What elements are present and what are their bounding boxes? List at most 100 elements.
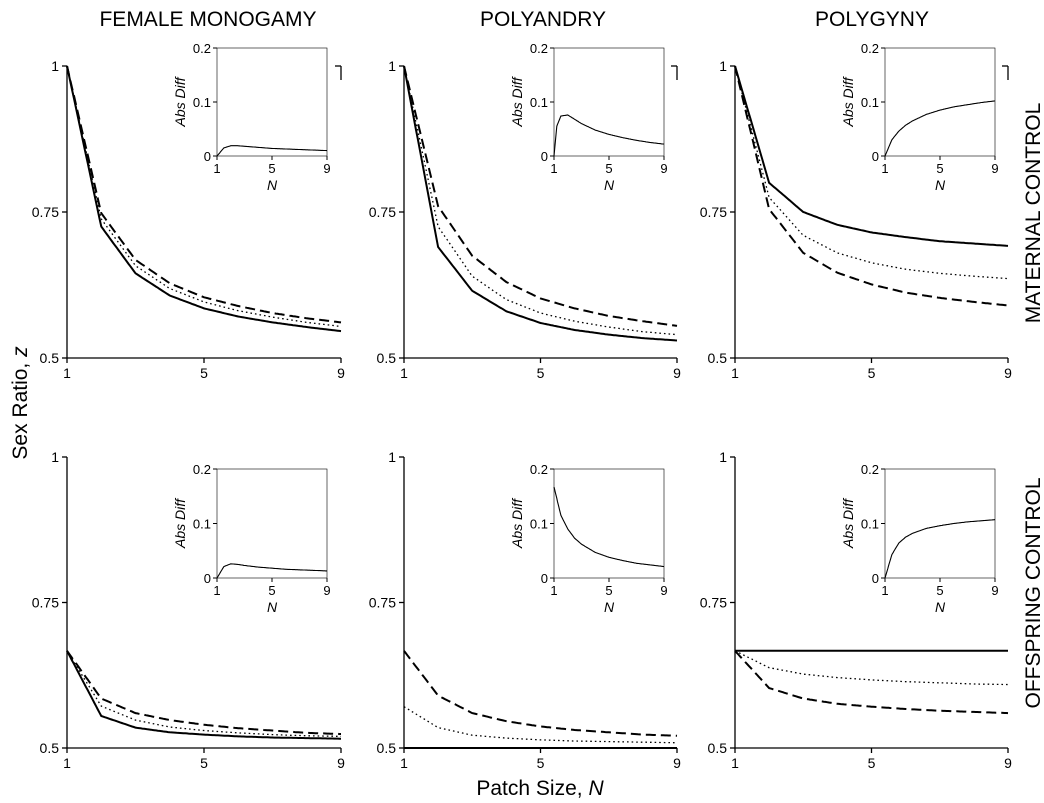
inset-y-tick-label: 0 <box>204 571 211 586</box>
x-tick-label: 9 <box>1004 365 1012 381</box>
inset-frame <box>553 468 665 579</box>
x-tick-label: 5 <box>200 755 208 771</box>
inset-x-tick-label: 9 <box>991 161 998 176</box>
x-tick-label: 9 <box>673 755 681 771</box>
inset-frame <box>884 47 996 157</box>
panel-offspring-female-monogamy: 0.5 0.75 1 1 5 9 0 0.1 0.2 1 5 9 Abs Diff N <box>32 449 345 771</box>
inset-x-tick-label: 5 <box>936 161 943 176</box>
inset-y-label: Abs Diff <box>172 497 188 549</box>
series-line-dashed <box>403 650 678 737</box>
inset-frame <box>884 468 996 579</box>
inset-x-tick-label: 5 <box>605 161 612 176</box>
inset-y-tick-label: 0.2 <box>193 41 211 56</box>
series-line-dotted <box>403 65 678 336</box>
inset-x-label: N <box>604 599 615 615</box>
inset-x-tick-label: 5 <box>268 583 275 598</box>
x-tick-label: 1 <box>731 755 739 771</box>
x-tick-label: 5 <box>868 365 876 381</box>
y-tick-label: 0.5 <box>377 350 397 366</box>
y-tick-label: 0.5 <box>708 350 728 366</box>
inset-maternal-polyandry: 0 0.1 0.2 1 5 9 Abs Diff N <box>509 41 668 193</box>
series-line-dashed <box>403 65 678 327</box>
x-tick-label: 9 <box>673 365 681 381</box>
inset-x-tick-label: 1 <box>550 583 557 598</box>
inset-x-tick-label: 5 <box>936 583 943 598</box>
x-tick-label: 1 <box>731 365 739 381</box>
x-tick-label: 5 <box>537 755 545 771</box>
inset-x-tick-label: 1 <box>550 161 557 176</box>
y-axis-label: Sex Ratio, z <box>9 346 32 460</box>
column-title-polygyny: POLYGYNY <box>815 8 929 31</box>
y-tick-label: 1 <box>719 449 727 465</box>
y-tick-label: 0.75 <box>700 595 727 611</box>
panel-offspring-polyandry: 0.5 0.75 1 1 5 9 0 0.1 0.2 1 5 9 Abs Diff N <box>369 449 681 771</box>
inset-x-tick-label: 5 <box>605 583 612 598</box>
inset-series-line <box>884 100 996 157</box>
row-title-offspring-control: OFFSPRING CONTROL <box>1022 477 1044 708</box>
inset-x-label: N <box>935 177 946 193</box>
inset-series-line <box>216 145 327 157</box>
inset-y-tick-label: 0 <box>541 571 548 586</box>
inset-y-label: Abs Diff <box>509 497 525 549</box>
inset-y-tick-label: 0.1 <box>193 95 211 110</box>
inset-x-tick-label: 9 <box>660 583 667 598</box>
y-tick-label: 1 <box>388 58 396 74</box>
series-line-dotted <box>66 650 342 738</box>
panel-maternal-polyandry: 0.5 0.75 1 1 5 9 0 0.1 0.2 1 5 9 Abs Diff N <box>369 41 681 381</box>
inset-x-tick-label: 5 <box>268 161 275 176</box>
x-tick-label: 1 <box>63 365 71 381</box>
inset-x-label: N <box>935 599 946 615</box>
inset-y-label: Abs Diff <box>509 75 525 127</box>
y-tick-label: 1 <box>51 449 59 465</box>
series-line-dotted <box>403 706 678 744</box>
x-tick-label: 5 <box>537 365 545 381</box>
inset-offspring-polygyny: 0 0.1 0.2 1 5 9 Abs Diff N <box>840 462 999 615</box>
inset-y-tick-label: 0.1 <box>530 95 548 110</box>
inset-y-tick-label: 0 <box>541 149 548 164</box>
inset-y-tick-label: 0.2 <box>530 41 548 56</box>
inset-y-tick-label: 0 <box>872 149 879 164</box>
x-tick-label: 1 <box>400 755 408 771</box>
inset-y-tick-label: 0 <box>872 571 879 586</box>
y-tick-label: 0.5 <box>377 740 397 756</box>
y-tick-label: 0.75 <box>700 204 727 220</box>
series-line-dotted <box>734 65 1009 280</box>
inset-x-tick-label: 9 <box>991 583 998 598</box>
series-line-solid <box>403 65 678 342</box>
inset-y-tick-label: 0.2 <box>861 462 879 477</box>
inset-series-line <box>216 563 327 579</box>
x-tick-label: 1 <box>63 755 71 771</box>
inset-frame <box>216 468 328 579</box>
inset-y-tick-label: 0.2 <box>193 462 211 477</box>
inset-offspring-polyandry: 0 0.1 0.2 1 5 9 Abs Diff N <box>509 462 668 615</box>
inset-y-tick-label: 0.1 <box>861 95 879 110</box>
y-tick-label: 0.5 <box>40 740 60 756</box>
x-tick-label: 9 <box>337 365 345 381</box>
x-tick-label: 5 <box>868 755 876 771</box>
panel-maternal-female-monogamy: 0.5 0.75 1 1 5 9 0 0.1 0.2 1 5 9 Abs Diff N <box>32 41 345 381</box>
y-tick-label: 1 <box>719 58 727 74</box>
inset-offspring-female-monogamy: 0 0.1 0.2 1 5 9 Abs Diff N <box>172 462 331 615</box>
inset-x-label: N <box>267 599 278 615</box>
inset-series-line <box>553 486 665 568</box>
series-line-dashed <box>734 650 1009 715</box>
inset-maternal-female-monogamy: 0 0.1 0.2 1 5 9 Abs Diff N <box>172 41 331 193</box>
inset-x-tick-label: 1 <box>881 583 888 598</box>
series-line-dashed <box>734 65 1009 307</box>
inset-frame <box>553 47 665 157</box>
y-tick-label: 0.75 <box>32 204 59 220</box>
x-tick-label: 5 <box>200 365 208 381</box>
series-line-dashed <box>66 650 341 735</box>
panel-maternal-polygyny: 0.5 0.75 1 1 5 9 0 0.1 0.2 1 5 9 Abs Diff N <box>700 41 1012 381</box>
y-tick-label: 0.75 <box>369 204 396 220</box>
inset-maternal-polygyny: 0 0.1 0.2 1 5 9 Abs Diff N <box>840 41 999 193</box>
inset-x-tick-label: 1 <box>213 583 220 598</box>
inset-y-label: Abs Diff <box>840 497 856 549</box>
inset-x-label: N <box>267 177 278 193</box>
y-tick-label: 0.75 <box>32 595 59 611</box>
inset-y-label: Abs Diff <box>840 75 856 127</box>
series-line-dotted <box>66 65 342 328</box>
series-line-solid <box>734 65 1009 247</box>
column-title-polyandry: POLYANDRY <box>480 8 606 31</box>
